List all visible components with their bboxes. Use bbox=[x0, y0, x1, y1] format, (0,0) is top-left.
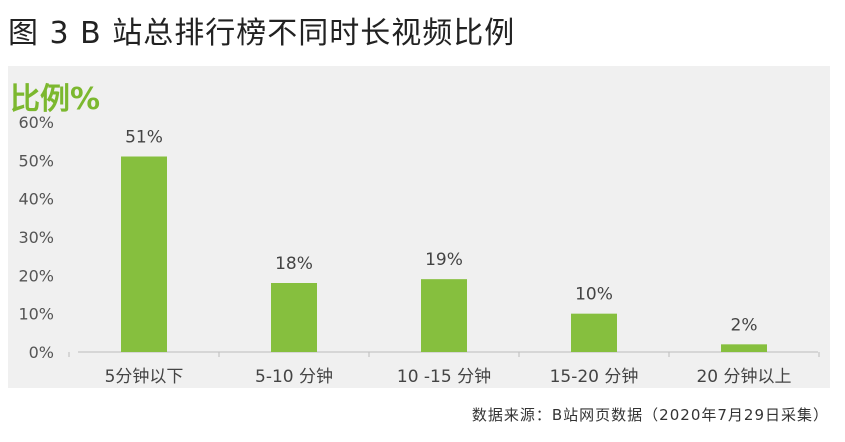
bar bbox=[271, 283, 317, 352]
x-tick-label: 20 分钟以上 bbox=[696, 367, 791, 387]
y-tick-label: 0% bbox=[29, 343, 54, 362]
data-label: 18% bbox=[275, 254, 313, 274]
y-axis-label: 比例% bbox=[10, 82, 101, 117]
x-tick-label: 15-20 分钟 bbox=[550, 367, 639, 387]
x-tick-label: 5-10 分钟 bbox=[255, 367, 333, 387]
y-tick-label: 30% bbox=[18, 228, 54, 247]
y-tick-label: 40% bbox=[18, 190, 54, 209]
bar bbox=[571, 313, 617, 352]
y-tick-label: 20% bbox=[18, 266, 54, 285]
data-label: 10% bbox=[575, 285, 613, 305]
bar bbox=[121, 156, 167, 352]
y-tick-label: 10% bbox=[18, 305, 54, 324]
chart-title: 图 3 B 站总排行榜不同时长视频比例 bbox=[8, 16, 516, 51]
data-label: 19% bbox=[425, 250, 463, 270]
bar bbox=[721, 344, 767, 352]
x-tick-label: 5分钟以下 bbox=[105, 367, 184, 387]
data-source-note: 数据来源：B站网页数据（2020年7月29日采集） bbox=[471, 406, 829, 424]
data-label: 51% bbox=[125, 128, 163, 148]
bar bbox=[421, 279, 467, 352]
y-tick-label: 60% bbox=[18, 113, 54, 132]
data-label: 2% bbox=[731, 315, 758, 335]
y-tick-label: 50% bbox=[18, 151, 54, 170]
x-tick-label: 10 -15 分钟 bbox=[397, 367, 491, 387]
